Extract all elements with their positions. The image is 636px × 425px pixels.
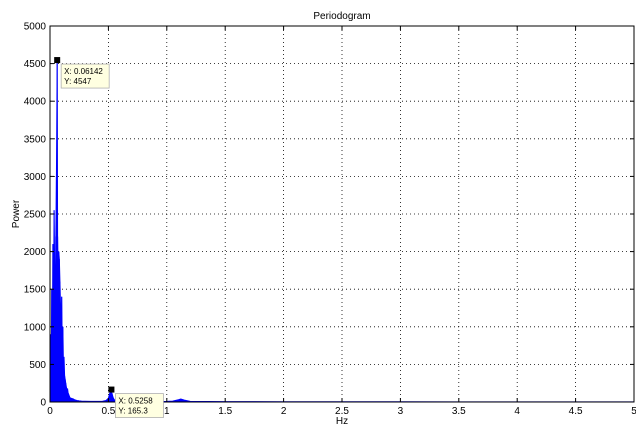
grid-layer <box>50 26 634 402</box>
chart-title: Periodogram <box>313 11 370 22</box>
tick-layer: 0 0.5 1 1.5 2 2.5 3 3.5 4 4.5 5 0 500 1000 1500 2000 250… <box>24 22 636 418</box>
y-tick-label: 2000 <box>24 247 47 258</box>
data-tip-box[interactable] <box>115 393 164 418</box>
y-tick-label: 5000 <box>24 22 47 33</box>
x-tick-label: 1.5 <box>218 406 232 417</box>
x-tick-label: 2 <box>281 406 287 417</box>
y-tick-label: 500 <box>29 360 46 371</box>
y-tick-label: 1500 <box>24 285 47 296</box>
y-tick-label: 4500 <box>24 59 47 70</box>
y-axis-label: Power <box>11 199 22 228</box>
x-tick-label: 4 <box>514 406 520 417</box>
x-tick-label: 5 <box>631 406 636 417</box>
y-tick-label: 4000 <box>24 97 47 108</box>
x-tick-label: 1 <box>164 406 170 417</box>
data-tip-y-label: Y: 4547 <box>64 77 92 86</box>
data-tip-marker[interactable] <box>108 386 115 393</box>
y-tick-label: 0 <box>40 398 46 409</box>
data-tip-x-label: X: 0.06142 <box>64 67 103 76</box>
x-axis-label: Hz <box>336 416 348 425</box>
data-tip-x-label: X: 0.5258 <box>118 397 153 406</box>
data-tip-marker[interactable] <box>54 57 61 64</box>
x-tick-label: 3 <box>398 406 404 417</box>
data-tip-box[interactable] <box>60 63 110 89</box>
x-tick-label: 2.5 <box>335 406 349 417</box>
x-tick-label: 0.5 <box>101 406 115 417</box>
x-tick-label: 4.5 <box>569 406 583 417</box>
y-tick-label: 3000 <box>24 172 47 183</box>
x-tick-label: 0 <box>47 406 53 417</box>
y-tick-label: 2500 <box>24 210 47 221</box>
x-tick-label: 3.5 <box>452 406 466 417</box>
data-tip-y-label: Y: 165.3 <box>118 407 148 416</box>
y-tick-label: 3500 <box>24 134 47 145</box>
y-tick-label: 1000 <box>24 322 47 333</box>
